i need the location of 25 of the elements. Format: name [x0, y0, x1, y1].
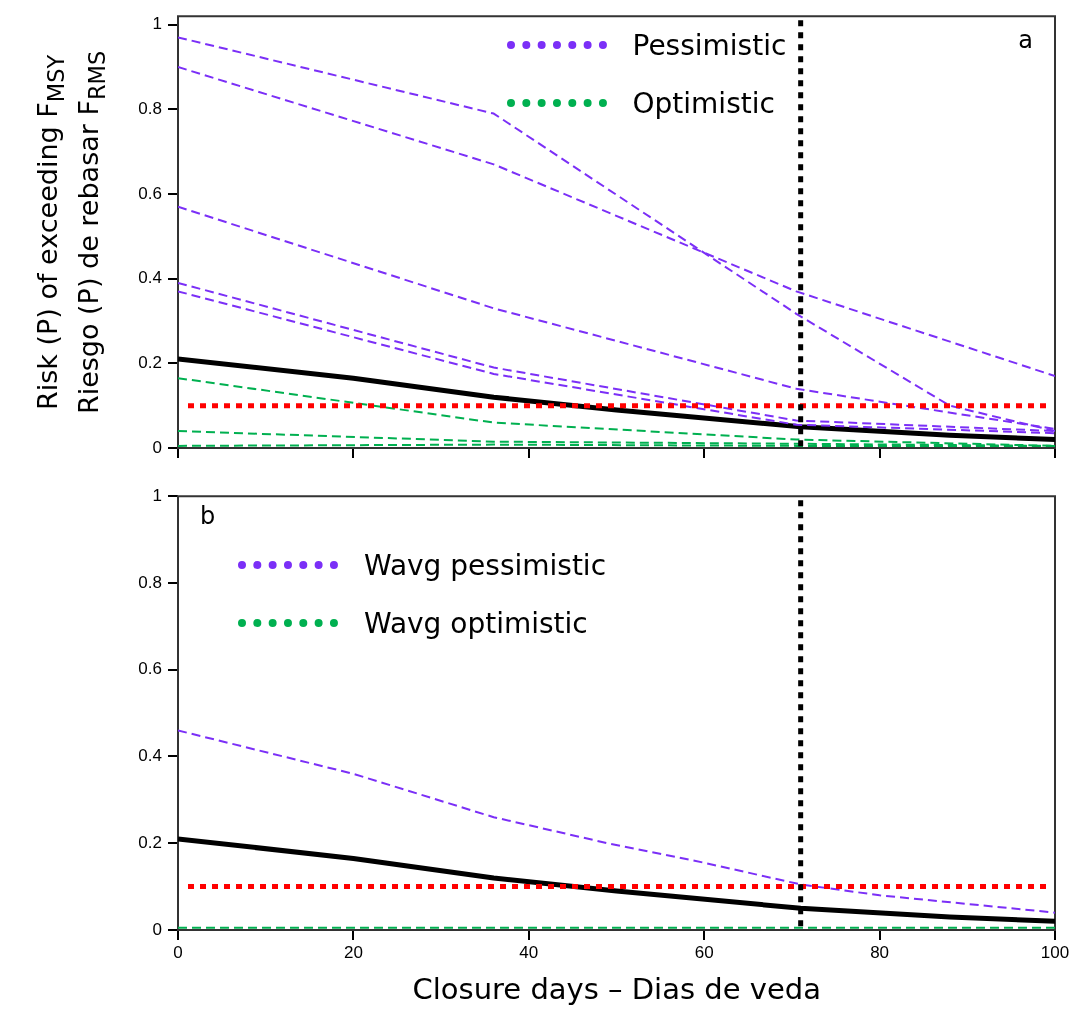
- x-tick-label: 0: [173, 942, 183, 962]
- x-tick-label: 100: [1040, 942, 1070, 962]
- x-tick-label: 20: [343, 942, 363, 962]
- x-tick-label: 60: [694, 942, 714, 962]
- legend-label: Wavg optimistic: [364, 606, 588, 640]
- y-tick-label: 0.8: [138, 572, 162, 592]
- y-tick-label: 0.6: [138, 183, 162, 203]
- x-tick-label: 80: [870, 942, 890, 962]
- y-tick-label: 0.4: [138, 746, 162, 766]
- x-axis-title: Closure days – Dias de veda: [412, 972, 821, 1006]
- y-tick-label: 0.4: [138, 268, 162, 288]
- annotation: b: [200, 502, 216, 531]
- y-tick-label: 0: [152, 919, 162, 939]
- legend-label: Wavg pessimistic: [364, 548, 607, 582]
- y-tick-label: 0.2: [138, 353, 162, 373]
- y-tick-label: 1: [152, 485, 162, 505]
- y-tick-label: 0.6: [138, 659, 162, 679]
- x-tick-label: 40: [519, 942, 539, 962]
- y-tick-label: 0: [152, 437, 162, 457]
- y-tick-label: 0.2: [138, 832, 162, 852]
- legend-label: Optimistic: [632, 86, 775, 120]
- y-tick-label: 0.8: [138, 99, 162, 119]
- legend-label: Pessimistic: [632, 28, 787, 62]
- annotation: a: [1018, 26, 1033, 55]
- y-tick-label: 1: [152, 14, 162, 34]
